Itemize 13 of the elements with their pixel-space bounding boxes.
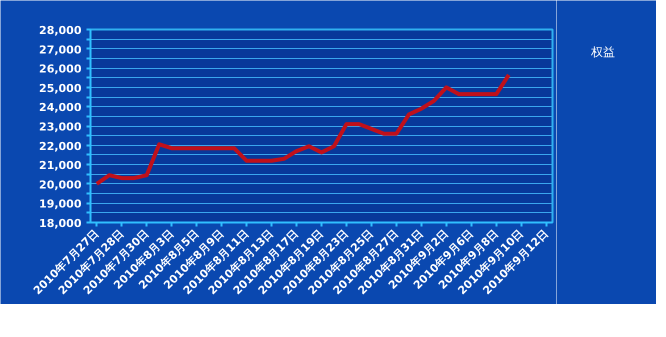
y-tick-label: 25,000 [39,82,82,95]
y-tick-label: 18,000 [39,217,82,230]
y-tick-label: 27,000 [39,43,82,56]
line-series [94,72,511,186]
y-tick-label: 19,000 [39,198,82,211]
y-tick-label: 26,000 [39,62,82,76]
y-tick-label: 24,000 [39,101,82,114]
y-tick-label: 20,000 [39,178,82,192]
y-tick-label: 23,000 [39,120,82,134]
y-tick-label: 21,000 [39,159,82,172]
text: 权益 [591,44,615,60]
y-tick-label: 22,000 [39,140,82,153]
y-tick-label: 28,000 [39,24,82,37]
